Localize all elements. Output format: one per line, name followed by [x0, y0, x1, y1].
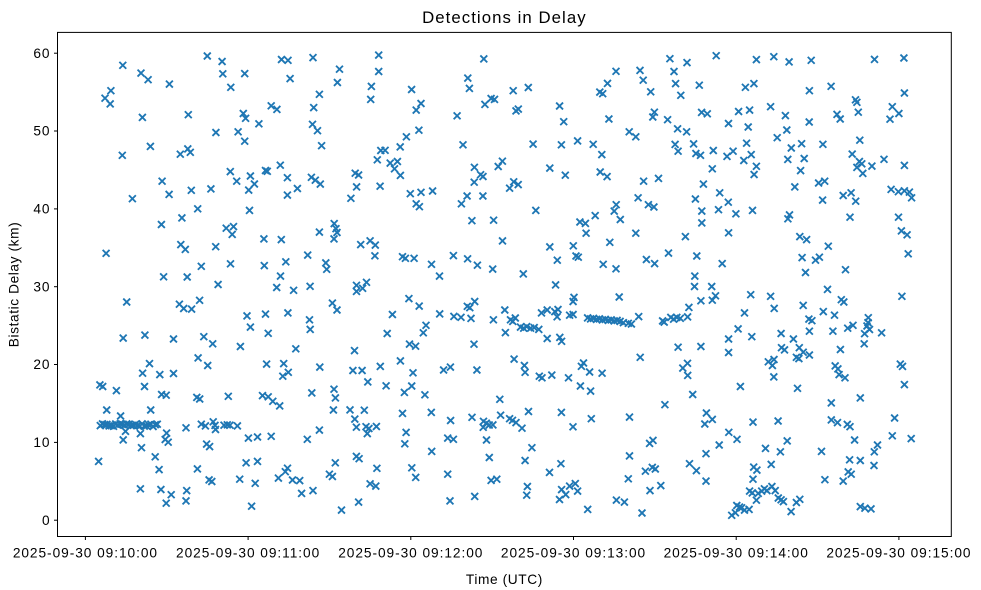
svg-text:60: 60 — [33, 46, 50, 61]
svg-text:Time (UTC): Time (UTC) — [466, 572, 543, 587]
svg-text:2025-09-30 09:14:00: 2025-09-30 09:14:00 — [664, 546, 809, 561]
svg-text:2025-09-30 09:12:00: 2025-09-30 09:12:00 — [338, 546, 483, 561]
svg-text:Detections in Delay: Detections in Delay — [422, 8, 587, 27]
svg-text:2025-09-30 09:13:00: 2025-09-30 09:13:00 — [501, 546, 646, 561]
svg-text:30: 30 — [33, 279, 50, 294]
svg-text:2025-09-30 09:11:00: 2025-09-30 09:11:00 — [176, 546, 320, 561]
svg-text:Bistatic Delay (km): Bistatic Delay (km) — [7, 222, 22, 347]
svg-text:0: 0 — [42, 513, 51, 528]
svg-text:2025-09-30 09:15:00: 2025-09-30 09:15:00 — [826, 546, 971, 561]
svg-text:10: 10 — [33, 435, 50, 450]
svg-text:50: 50 — [33, 124, 50, 139]
svg-text:2025-09-30 09:10:00: 2025-09-30 09:10:00 — [13, 546, 158, 561]
svg-text:40: 40 — [33, 202, 50, 217]
svg-text:20: 20 — [33, 357, 50, 372]
